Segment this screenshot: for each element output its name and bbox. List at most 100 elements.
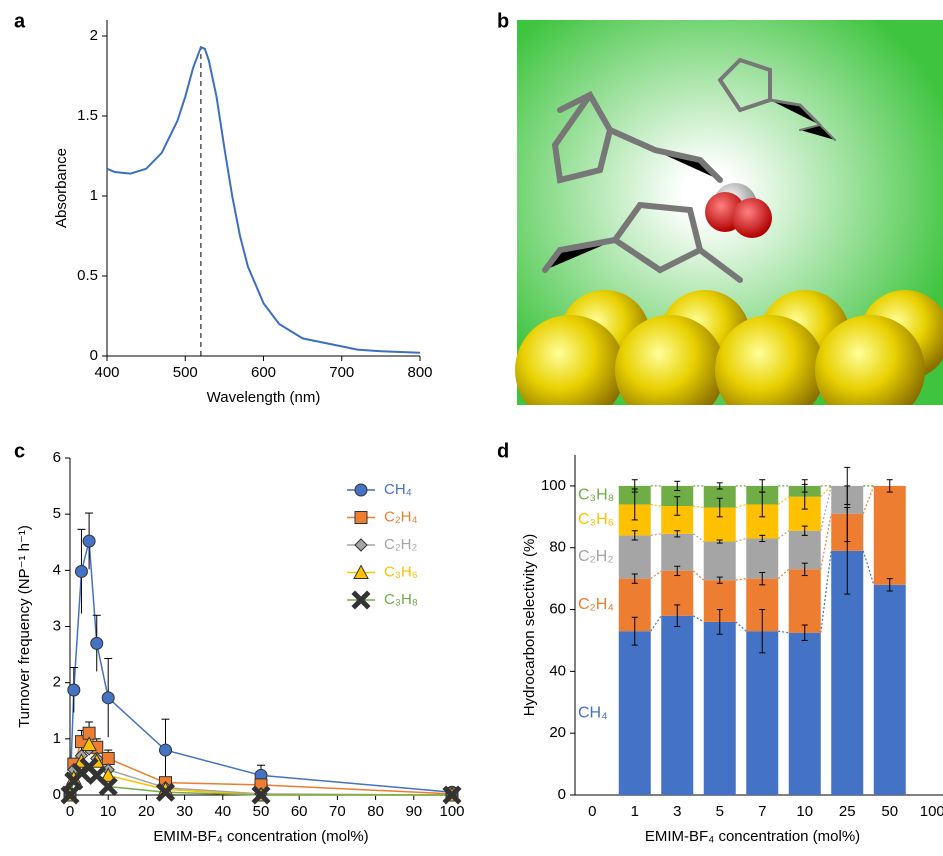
marker [102, 752, 114, 764]
data-line [107, 47, 420, 353]
x-tick-label: 3 [673, 803, 681, 820]
figure: a b c d 00.511.52400500600700800Waveleng… [0, 0, 943, 856]
panel-label: d [497, 440, 509, 462]
y-tick-label: 6 [53, 449, 61, 466]
connector [821, 486, 832, 531]
y-tick-label: 60 [549, 601, 566, 618]
bar-segment [704, 542, 736, 581]
bar-segment [619, 535, 651, 578]
series-label: C₃H₆ [578, 511, 614, 528]
panel-label: b [497, 10, 509, 32]
bar-segment [874, 585, 906, 795]
x-tick-label: 80 [367, 803, 384, 820]
y-tick-label: 0.5 [77, 267, 98, 284]
x-tick-label: 50 [253, 803, 270, 820]
connector [863, 551, 874, 585]
connector [736, 504, 747, 507]
legend-label: C₃H₈ [384, 591, 418, 608]
marker [160, 744, 172, 756]
x-tick-label: 0 [66, 803, 74, 820]
y-tick-label: 100 [541, 477, 566, 494]
x-tick-label: 10 [100, 803, 117, 820]
marker [355, 539, 367, 551]
x-tick-label: 600 [251, 364, 276, 381]
connector [821, 551, 832, 633]
legend-label: CH₄ [384, 481, 412, 498]
marker [75, 565, 87, 577]
marker [83, 535, 95, 547]
bar-segment [704, 622, 736, 795]
legend-label: C₂H₂ [384, 536, 417, 553]
x-tick-label: 7 [758, 803, 766, 820]
series-label: CH₄ [578, 704, 608, 721]
x-axis-label: EMIM-BF₄ concentration (mol%) [645, 828, 860, 845]
y-tick-label: 40 [549, 662, 566, 679]
y-tick-label: 3 [53, 617, 61, 634]
x-tick-label: 0 [588, 803, 596, 820]
x-tick-label: 90 [405, 803, 422, 820]
legend-label: C₂H₄ [384, 508, 418, 525]
y-tick-label: 5 [53, 505, 61, 522]
x-tick-label: 25 [839, 803, 856, 820]
gold-surface [515, 290, 943, 425]
x-tick-label: 50 [881, 803, 898, 820]
x-tick-label: 800 [407, 364, 432, 381]
x-tick-label: 70 [329, 803, 346, 820]
connector [736, 538, 747, 541]
connector [778, 531, 789, 539]
y-axis-label: Hydrocarbon selectivity (%) [521, 534, 538, 717]
panel-label: c [14, 440, 25, 462]
x-tick-label: 20 [138, 803, 155, 820]
page: a b c d 00.511.52400500600700800Waveleng… [0, 0, 943, 856]
y-tick-label: 2 [53, 674, 61, 691]
y-tick-label: 0 [558, 786, 566, 803]
x-axis-label: Wavelength (nm) [207, 389, 321, 406]
x-tick-label: 60 [291, 803, 308, 820]
connector [736, 579, 747, 581]
connector [651, 534, 662, 536]
connector [693, 506, 704, 508]
x-tick-label: 10 [796, 803, 813, 820]
connector [693, 571, 704, 580]
y-tick-label: 20 [549, 724, 566, 741]
panel-label: a [14, 10, 26, 32]
connector [693, 616, 704, 622]
x-axis-label: EMIM-BF₄ concentration (mol%) [153, 828, 368, 845]
marker [355, 484, 367, 496]
y-tick-label: 1 [90, 187, 98, 204]
x-tick-label: 100 [920, 803, 943, 820]
x-tick-label: 40 [214, 803, 231, 820]
x-tick-label: 700 [329, 364, 354, 381]
y-tick-label: 2 [90, 27, 98, 44]
marker [91, 637, 103, 649]
x-tick-label: 500 [173, 364, 198, 381]
bar-segment [661, 534, 693, 571]
marker [355, 512, 367, 524]
marker [68, 684, 80, 696]
bar-segment [661, 616, 693, 795]
x-tick-label: 100 [439, 803, 464, 820]
connector [778, 631, 789, 633]
series-label: C₂H₂ [578, 548, 614, 565]
connector [651, 571, 662, 579]
bar-segment [619, 631, 651, 795]
molecular-image [515, 20, 943, 425]
y-tick-label: 80 [549, 539, 566, 556]
y-axis-label: Turnover frequency (NP⁻¹ h⁻¹) [16, 525, 33, 728]
connector [778, 497, 789, 505]
legend-label: C₃H₆ [384, 563, 418, 580]
connector [651, 504, 662, 506]
y-tick-label: 0 [53, 786, 61, 803]
bar-segment [746, 631, 778, 795]
y-tick-label: 1 [53, 730, 61, 747]
y-tick-label: 0 [90, 347, 98, 364]
series-label: C₂H₄ [578, 596, 614, 613]
series-label: C₃H₈ [578, 486, 614, 503]
y-tick-label: 1.5 [77, 107, 98, 124]
connector [863, 486, 874, 514]
connector [693, 534, 704, 542]
connector [778, 569, 789, 578]
y-axis-label: Absorbance [53, 148, 70, 228]
y-tick-label: 4 [53, 561, 61, 578]
oxygen-atom [732, 198, 772, 238]
